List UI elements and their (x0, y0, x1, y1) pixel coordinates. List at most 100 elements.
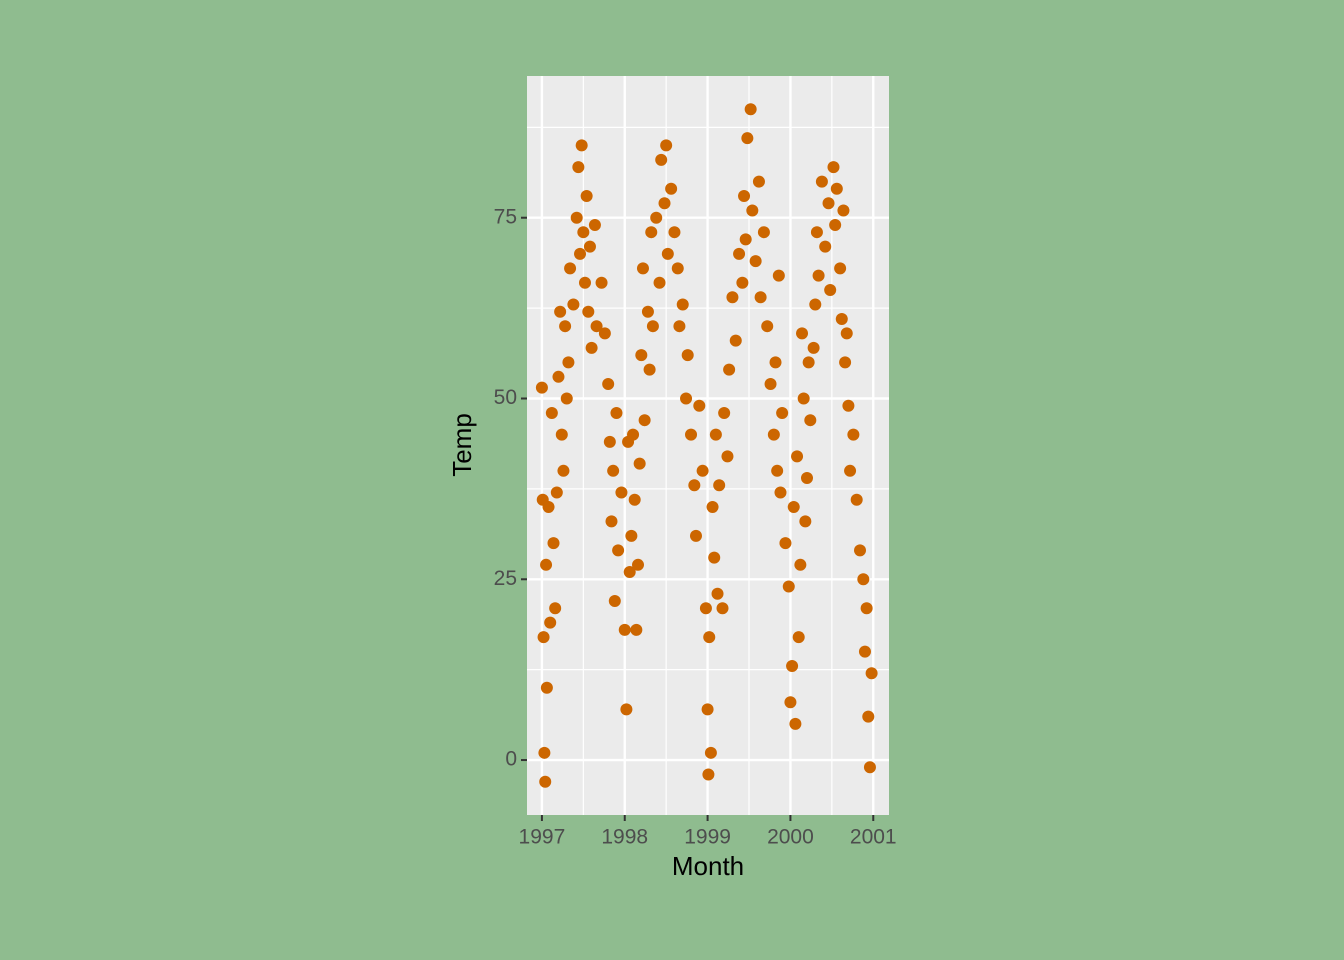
point (668, 226, 681, 239)
point (704, 746, 717, 759)
point (702, 768, 715, 781)
point (572, 161, 585, 174)
point (703, 631, 716, 644)
point (810, 226, 823, 239)
point (761, 320, 774, 333)
point (693, 399, 706, 412)
point (708, 551, 721, 564)
point (625, 529, 638, 542)
point (733, 247, 746, 260)
point (537, 631, 550, 644)
point (764, 378, 777, 391)
point (796, 327, 809, 340)
point (789, 717, 802, 730)
point (865, 667, 878, 680)
point (636, 262, 649, 275)
point (580, 190, 593, 203)
point (754, 291, 767, 304)
point (744, 103, 757, 116)
point (676, 298, 689, 311)
point (585, 341, 598, 354)
point (588, 218, 601, 231)
point (658, 197, 671, 210)
point (794, 558, 807, 571)
point (547, 537, 560, 550)
point (552, 370, 565, 383)
point (799, 515, 812, 528)
x-tick-label: 1997 (519, 826, 566, 849)
point (822, 197, 835, 210)
point (545, 406, 558, 419)
point (615, 486, 628, 499)
y-tick-label: 75 (494, 205, 517, 228)
x-tick-label: 1998 (601, 826, 648, 849)
point (562, 356, 575, 369)
point (772, 269, 785, 282)
point (726, 291, 739, 304)
point (741, 132, 754, 145)
point (757, 226, 770, 239)
point (782, 580, 795, 593)
point (578, 276, 591, 289)
point (595, 276, 608, 289)
point (835, 312, 848, 325)
point (830, 182, 843, 195)
point (549, 602, 562, 615)
point (858, 645, 871, 658)
point (809, 298, 822, 311)
point (706, 500, 719, 513)
point (633, 457, 646, 470)
point (767, 428, 780, 441)
point (681, 349, 694, 362)
x-tick-label: 1999 (684, 826, 731, 849)
point (776, 406, 789, 419)
point (862, 710, 875, 723)
point (630, 623, 643, 636)
point (709, 428, 722, 441)
point (646, 320, 659, 333)
point (544, 616, 557, 629)
point (608, 594, 621, 607)
point (713, 479, 726, 492)
point (618, 623, 631, 636)
point (711, 587, 724, 600)
point (605, 515, 618, 528)
point (641, 305, 654, 318)
point (847, 428, 860, 441)
point (729, 334, 742, 347)
point (577, 226, 590, 239)
point (540, 558, 553, 571)
point (535, 381, 548, 394)
point (635, 349, 648, 362)
point (645, 226, 658, 239)
point (850, 493, 863, 506)
point (643, 363, 656, 376)
point (557, 464, 570, 477)
point (807, 341, 820, 354)
point (538, 746, 551, 759)
point (603, 435, 616, 448)
point (610, 406, 623, 419)
point (860, 602, 873, 615)
point (857, 573, 870, 586)
point (746, 204, 759, 217)
point (802, 356, 815, 369)
point (607, 464, 620, 477)
y-tick-label: 0 (505, 748, 517, 771)
point (655, 153, 668, 166)
point (749, 255, 762, 268)
point (598, 327, 611, 340)
point (739, 233, 752, 246)
point (824, 284, 837, 297)
point (627, 428, 640, 441)
point (787, 500, 800, 513)
point (583, 240, 596, 253)
point (840, 327, 853, 340)
x-axis-title: Month (672, 851, 744, 881)
point (650, 211, 663, 224)
point (560, 392, 573, 405)
point (774, 486, 787, 499)
point (660, 139, 673, 152)
x-tick-label: 2000 (767, 826, 814, 849)
